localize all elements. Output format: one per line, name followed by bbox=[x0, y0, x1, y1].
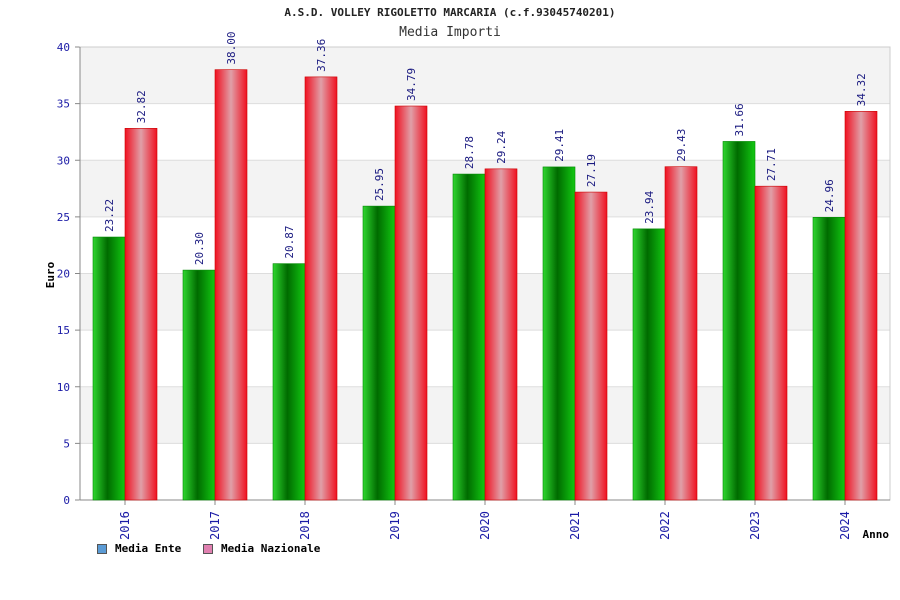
data-label-nazionale: 37.36 bbox=[315, 39, 328, 72]
legend-label-ente: Media Ente bbox=[115, 542, 182, 555]
y-tick-label: 0 bbox=[63, 494, 70, 507]
x-tick-label: 2022 bbox=[658, 511, 672, 540]
data-label-ente: 24.96 bbox=[823, 179, 836, 212]
x-tick-label: 2018 bbox=[298, 511, 312, 540]
bar-ente bbox=[362, 205, 396, 501]
x-tick-label: 2016 bbox=[118, 511, 132, 540]
bar-ente bbox=[722, 141, 756, 501]
bar-ente bbox=[452, 173, 486, 501]
chart-title: A.S.D. VOLLEY RIGOLETTO MARCARIA (c.f.93… bbox=[284, 6, 616, 19]
bar-ente bbox=[542, 166, 576, 501]
legend-item-nazionale: Media Nazionale bbox=[203, 542, 320, 555]
x-tick-label: 2021 bbox=[568, 511, 582, 540]
data-label-ente: 29.41 bbox=[553, 129, 566, 162]
bar-ente bbox=[92, 236, 126, 501]
data-label-nazionale: 34.79 bbox=[405, 68, 418, 101]
legend-swatch-nazionale bbox=[203, 543, 213, 554]
bar-ente bbox=[632, 228, 666, 501]
data-label-ente: 20.87 bbox=[283, 226, 296, 259]
bar-nazionale bbox=[664, 166, 698, 501]
data-label-nazionale: 27.71 bbox=[765, 148, 778, 181]
bar-nazionale bbox=[214, 69, 248, 501]
bar-nazionale bbox=[574, 191, 608, 501]
y-axis-label: Euro bbox=[44, 261, 57, 288]
bar-nazionale bbox=[844, 111, 878, 501]
bar-ente bbox=[272, 263, 306, 501]
x-tick-label: 2023 bbox=[748, 511, 762, 540]
data-label-nazionale: 38.00 bbox=[225, 32, 238, 65]
x-axis-label: Anno bbox=[863, 528, 890, 541]
data-label-ente: 23.22 bbox=[103, 199, 116, 232]
x-tick-label: 2020 bbox=[478, 511, 492, 540]
y-tick-label: 25 bbox=[57, 211, 70, 224]
y-tick-label: 35 bbox=[57, 98, 70, 111]
bar-nazionale bbox=[394, 105, 428, 501]
x-tick-label: 2019 bbox=[388, 511, 402, 540]
data-label-nazionale: 32.82 bbox=[135, 90, 148, 123]
legend-label-nazionale: Media Nazionale bbox=[221, 542, 321, 555]
data-label-ente: 25.95 bbox=[373, 168, 386, 201]
bar-nazionale bbox=[304, 76, 338, 501]
chart-subtitle: Media Importi bbox=[399, 25, 501, 40]
bar-ente bbox=[182, 269, 216, 501]
data-label-nazionale: 34.32 bbox=[855, 73, 868, 106]
y-tick-label: 10 bbox=[57, 381, 70, 394]
data-label-nazionale: 29.43 bbox=[675, 129, 688, 162]
bar-ente bbox=[812, 217, 846, 501]
y-tick-label: 30 bbox=[57, 154, 70, 167]
data-label-nazionale: 27.19 bbox=[585, 154, 598, 187]
data-label-nazionale: 29.24 bbox=[495, 130, 508, 163]
legend-item-ente: Media Ente bbox=[97, 542, 181, 555]
data-label-ente: 20.30 bbox=[193, 232, 206, 265]
legend-swatch-ente bbox=[97, 543, 107, 554]
y-tick-label: 40 bbox=[57, 41, 70, 54]
data-label-ente: 28.78 bbox=[463, 136, 476, 169]
data-label-ente: 23.94 bbox=[643, 190, 656, 223]
y-tick-label: 20 bbox=[57, 268, 70, 281]
bar-nazionale bbox=[124, 128, 158, 501]
bar-nazionale bbox=[754, 185, 788, 501]
grid-band bbox=[80, 47, 890, 104]
x-tick-label: 2017 bbox=[208, 511, 222, 540]
bar-nazionale bbox=[484, 168, 518, 501]
y-tick-label: 15 bbox=[57, 324, 70, 337]
x-tick-label: 2024 bbox=[838, 511, 852, 540]
y-tick-label: 5 bbox=[63, 437, 70, 450]
data-label-ente: 31.66 bbox=[733, 103, 746, 136]
